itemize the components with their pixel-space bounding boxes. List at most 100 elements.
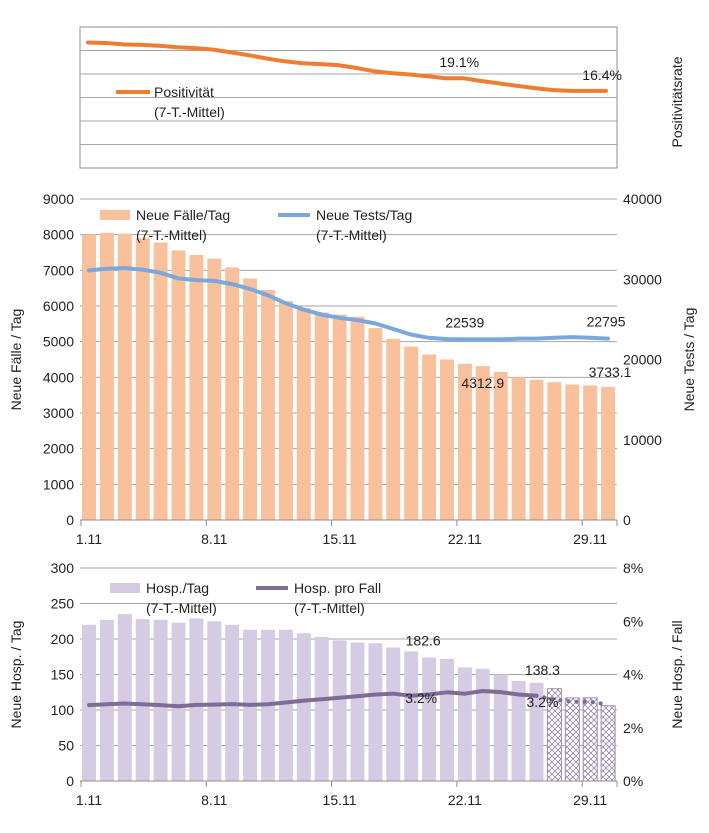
hosp-line	[87, 689, 539, 709]
cases-x-tick-label: 15.11	[323, 531, 357, 547]
hosp-bar	[99, 619, 114, 781]
cases-data-label: 22539	[445, 314, 484, 330]
positivity-legend-sublabel: (7-T.-Mittel)	[154, 104, 225, 120]
cases-legend-line-sublabel: (7-T.-Mittel)	[316, 227, 387, 243]
cases-y-tick-label: 4000	[43, 369, 74, 385]
cases-bar	[189, 255, 204, 520]
hosp-bar	[529, 682, 544, 781]
cases-y2-tick-label: 40000	[623, 191, 662, 207]
hosp-legend-bar-swatch	[110, 583, 140, 593]
cases-bar	[296, 308, 311, 520]
hosp-x-tick-label: 1.11	[76, 792, 102, 808]
positivity-right-axis-title: Positivitätsrate	[669, 56, 685, 147]
cases-data-label: 22795	[587, 314, 626, 330]
hosp-bar	[493, 674, 508, 781]
positivity-panel: 19.1% 16.4% Positivität (7-T.-Mittel) Positi…	[79, 26, 685, 169]
cases-legend-bar-sublabel: (7-T.-Mittel)	[136, 227, 207, 243]
positivity-data-label: 16.4%	[582, 67, 622, 83]
hosp-y-axis-title: Neue Hosp. / Tag	[8, 621, 24, 729]
hosp-bar	[600, 705, 616, 782]
hosp-y-tick-label: 150	[51, 667, 75, 683]
hosp-y-tick-label: 200	[51, 631, 75, 647]
hosp-y-tick-label: 50	[58, 738, 74, 754]
positivity-line	[86, 40, 608, 93]
cases-bar	[511, 377, 526, 520]
cases-bar	[350, 316, 365, 520]
cases-data-label: 4312.9	[461, 375, 504, 391]
cases-bar	[386, 338, 401, 520]
hosp-legend-bar-label: Hosp./Tag	[146, 580, 209, 596]
hosp-x-tick-label: 15.11	[323, 792, 357, 808]
hosp-bar	[314, 636, 329, 781]
cases-plot-area	[80, 199, 617, 520]
cases-bar	[457, 363, 472, 520]
hosp-y2-axis-title: Neue Hosp. / Fall	[669, 620, 685, 728]
hosp-x-tick-label: 8.11	[201, 792, 227, 808]
hosp-panel: 0 50 100 150 200 250 300 0% 2% 4% 6% 8% 1.11 8.11 15.1…	[8, 560, 685, 808]
cases-legend-bar-label: Neue Fälle/Tag	[136, 207, 230, 223]
hosp-bar	[296, 633, 311, 781]
positivity-data-label: 19.1%	[439, 54, 479, 70]
cases-bar	[243, 278, 258, 520]
cases-y2-axis-title: Neue Tests / Tag	[681, 308, 697, 412]
cases-bar	[171, 250, 186, 520]
cases-y-tick-label: 5000	[43, 334, 74, 350]
hosp-y2-tick-label: 4%	[623, 667, 643, 683]
cases-bar	[368, 328, 383, 520]
hosp-y-tick-label: 100	[51, 702, 75, 718]
hosp-bar	[171, 622, 186, 781]
hosp-legend-bar-sublabel: (7-T.-Mittel)	[146, 600, 217, 616]
cases-bar	[99, 232, 114, 520]
cases-bar	[278, 301, 293, 520]
cases-y-tick-label: 6000	[43, 298, 74, 314]
cases-bar	[422, 354, 437, 520]
hosp-bar	[368, 643, 383, 781]
cases-bar	[529, 379, 544, 520]
hosp-x-tick-label: 29.11	[573, 792, 607, 808]
hosp-y2-tick-label: 6%	[623, 613, 643, 629]
cases-y-tick-label: 3000	[43, 405, 74, 421]
hosp-y2-tick-label: 2%	[623, 720, 643, 736]
hosp-y-tick-label: 250	[51, 596, 75, 612]
hosp-bar	[82, 624, 96, 781]
cases-line	[87, 266, 610, 342]
hosp-bar	[278, 629, 293, 781]
hosp-bar	[350, 642, 365, 781]
cases-data-label: 3733.1	[589, 364, 632, 380]
hosp-legend-line-sublabel: (7-T.-Mittel)	[294, 600, 365, 616]
hosp-bar	[475, 668, 490, 781]
cases-y-tick-label: 0	[66, 512, 74, 528]
cases-y-tick-label: 8000	[43, 227, 74, 243]
cases-x-tick-label: 8.11	[201, 531, 227, 547]
cases-bar	[117, 233, 132, 520]
cases-bar	[583, 385, 598, 520]
cases-bar	[493, 372, 508, 520]
hosp-bar	[457, 667, 472, 781]
cases-bar	[135, 238, 150, 520]
hosp-legend-line-label: Hosp. pro Fall	[294, 580, 381, 596]
cases-y2-tick-label: 10000	[623, 432, 662, 448]
cases-bar	[565, 384, 580, 520]
cases-bar	[314, 312, 329, 520]
cases-y-tick-label: 1000	[43, 476, 74, 492]
hosp-data-label: 138.3	[525, 662, 560, 678]
hosp-bar	[135, 619, 150, 781]
hosp-bar	[332, 640, 347, 781]
cases-bar	[82, 234, 96, 520]
cases-legend-bar-swatch	[100, 210, 130, 220]
cases-x-tick-label: 1.11	[76, 531, 102, 547]
cases-y2-tick-label: 20000	[623, 352, 662, 368]
cases-bar	[475, 366, 490, 520]
cases-bar	[601, 386, 616, 520]
hosp-bar	[404, 651, 419, 781]
hosp-data-label: 3.2%	[405, 690, 437, 706]
hosp-x-tick-label: 22.11	[448, 792, 482, 808]
hosp-bar	[564, 697, 580, 782]
hosp-bar	[511, 680, 526, 781]
cases-bar	[207, 258, 222, 520]
cases-bar	[440, 359, 454, 520]
cases-y2-tick-label: 30000	[623, 271, 662, 287]
cases-bar	[225, 267, 240, 520]
hosp-y2-tick-label: 0%	[623, 773, 643, 789]
hosp-bar	[582, 697, 598, 782]
